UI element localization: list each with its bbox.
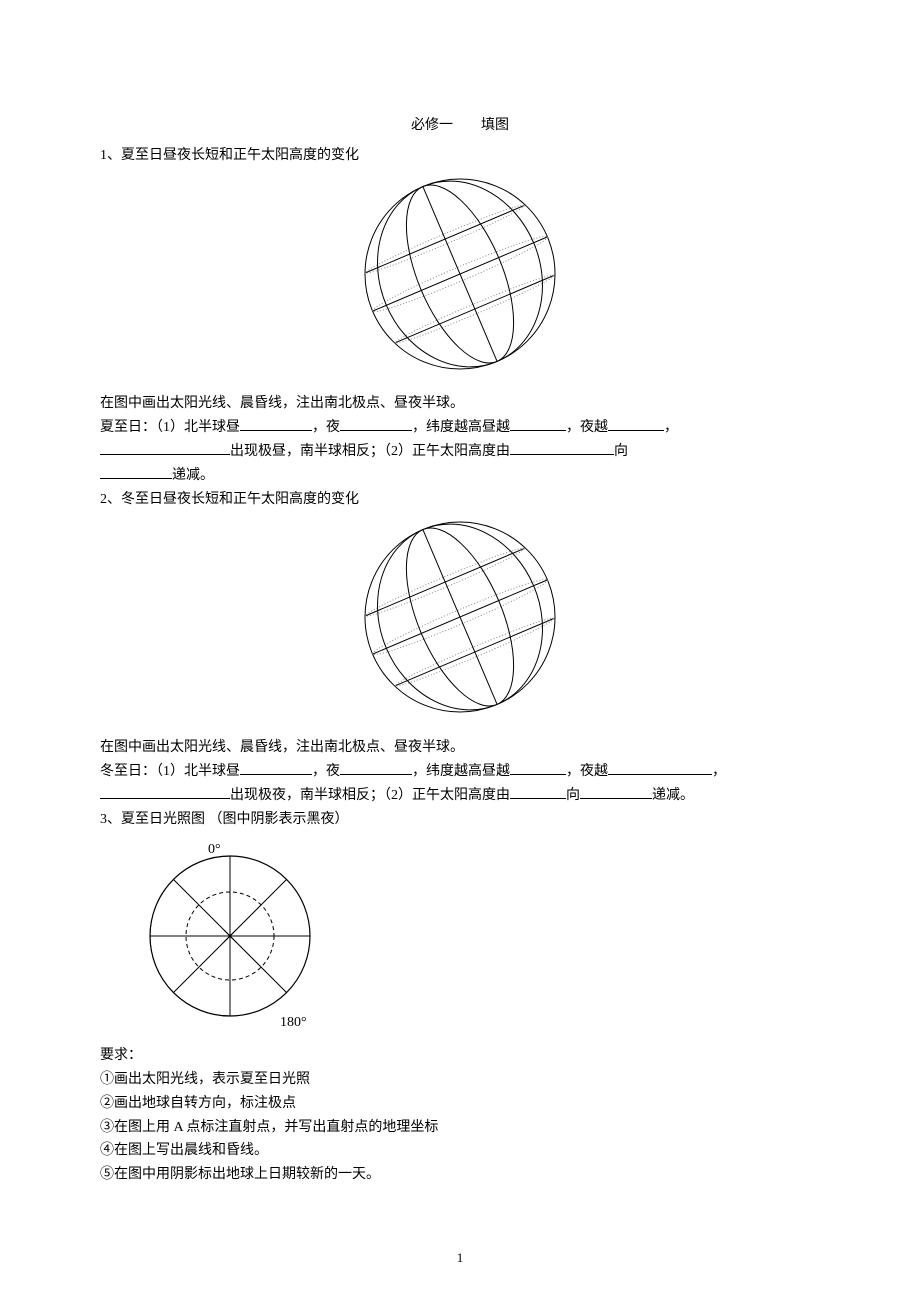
- blank[interactable]: [608, 416, 664, 431]
- q1-figure: [100, 174, 820, 383]
- blank[interactable]: [580, 784, 652, 799]
- blank[interactable]: [340, 760, 412, 775]
- blank[interactable]: [340, 416, 412, 431]
- blank[interactable]: [608, 760, 712, 775]
- globe-diagram: [355, 174, 565, 374]
- q2-figure: [100, 517, 820, 726]
- q1-instruction: 在图中画出太阳光线、晨昏线，注出南北极点、昼夜半球。: [100, 392, 820, 416]
- blank[interactable]: [100, 440, 230, 455]
- label-0deg: 0°: [208, 842, 221, 857]
- q1-line1: 夏至日：（1）北半球昼，夜，纬度越高昼越，夜越，: [100, 416, 820, 440]
- q3-req4: ④在图上写出晨线和昏线。: [100, 1139, 820, 1163]
- blank[interactable]: [100, 464, 172, 479]
- q3-req-title: 要求：: [100, 1044, 820, 1068]
- blank[interactable]: [510, 760, 566, 775]
- q1-heading: 1、夏至日昼夜长短和正午太阳高度的变化: [100, 144, 820, 168]
- polar-diagram: 0° 180°: [100, 841, 360, 1031]
- q1-line2: 出现极昼，南半球相反；（2）正午太阳高度由向: [100, 440, 820, 464]
- q3-heading: 3、夏至日光照图 （图中阴影表示黑夜）: [100, 808, 820, 832]
- q1-line3: 递减。: [100, 464, 820, 488]
- blank[interactable]: [240, 416, 312, 431]
- blank[interactable]: [510, 784, 566, 799]
- q2-heading: 2、冬至日昼夜长短和正午太阳高度的变化: [100, 488, 820, 512]
- page: 必修一填图 1、夏至日昼夜长短和正午太阳高度的变化 在图中画出: [0, 0, 920, 1309]
- title-left: 必修一: [411, 118, 453, 133]
- q2-line1: 冬至日：（1）北半球昼，夜，纬度越高昼越，夜越，: [100, 760, 820, 784]
- q3-figure: 0° 180°: [100, 841, 820, 1040]
- globe-diagram: [355, 517, 565, 717]
- blank[interactable]: [100, 784, 230, 799]
- label-180deg: 180°: [280, 1015, 307, 1030]
- title-right: 填图: [481, 118, 509, 133]
- q2-instruction: 在图中画出太阳光线、晨昏线，注出南北极点、昼夜半球。: [100, 736, 820, 760]
- blank[interactable]: [510, 440, 614, 455]
- q3-req2: ②画出地球自转方向，标注极点: [100, 1092, 820, 1116]
- q3-req3: ③在图上用 A 点标注直射点，并写出直射点的地理坐标: [100, 1116, 820, 1140]
- blank[interactable]: [510, 416, 566, 431]
- blank[interactable]: [240, 760, 312, 775]
- page-number: 1: [100, 1247, 820, 1269]
- q3-req5: ⑤在图中用阴影标出地球上日期较新的一天。: [100, 1163, 820, 1187]
- q3-req1: ①画出太阳光线，表示夏至日光照: [100, 1068, 820, 1092]
- q2-line2: 出现极夜，南半球相反；（2）正午太阳高度由向递减。: [100, 784, 820, 808]
- page-title: 必修一 填图: [100, 114, 820, 138]
